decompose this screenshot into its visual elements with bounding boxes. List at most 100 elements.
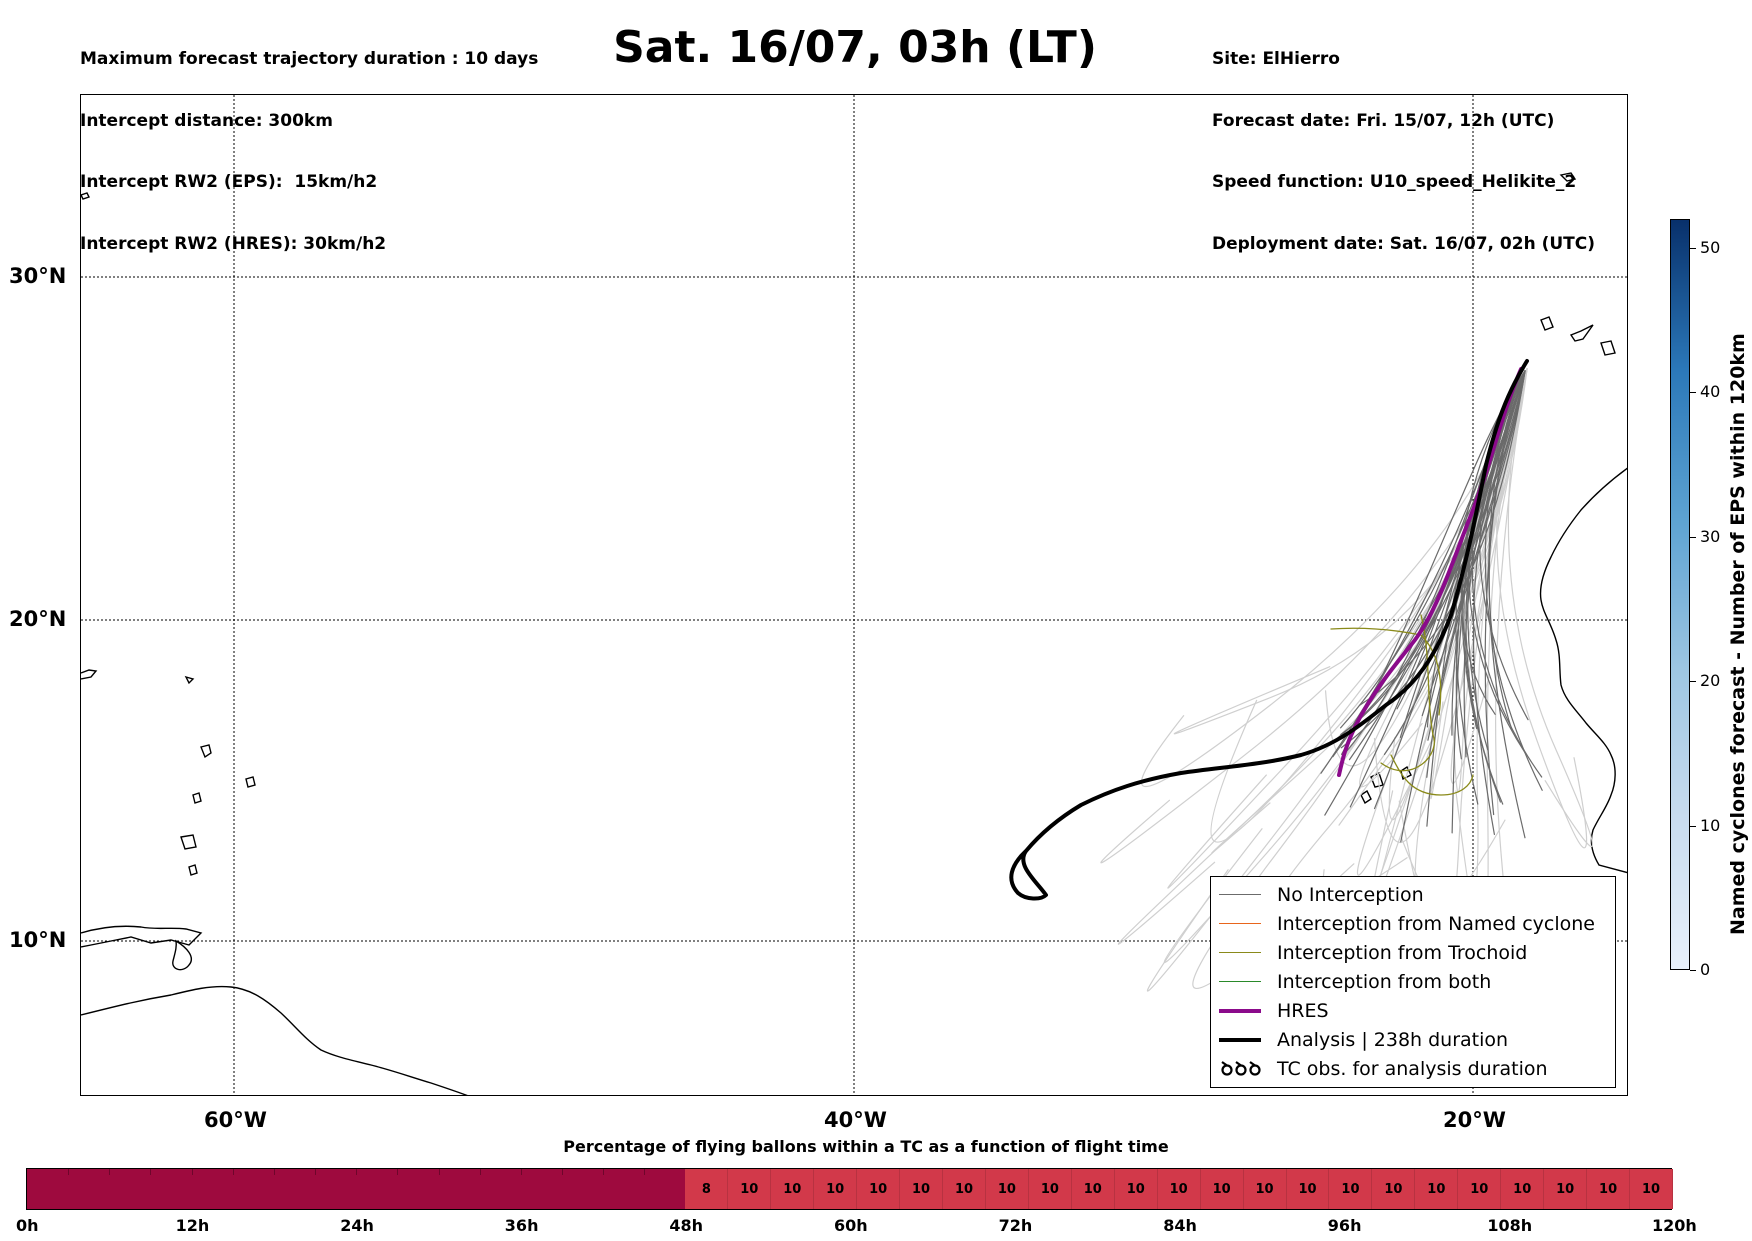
legend-label: Interception from Trochoid bbox=[1277, 941, 1528, 964]
lon-label-40w: 40°W bbox=[824, 1108, 887, 1132]
timeline-tick-label: 120h bbox=[1652, 1216, 1697, 1235]
island bbox=[180, 834, 197, 850]
timeline-hatch bbox=[109, 1169, 111, 1175]
timeline-segment: 10 bbox=[1329, 1169, 1373, 1209]
timeline-tick-label: 72h bbox=[998, 1216, 1033, 1235]
cape-verde bbox=[1370, 772, 1384, 788]
eps-track bbox=[1488, 370, 1526, 731]
island bbox=[81, 669, 98, 680]
timeline-segment: 10 bbox=[1200, 1169, 1244, 1209]
colorbar-tick-label: 20 bbox=[1700, 671, 1721, 691]
timeline-segment: 10 bbox=[771, 1169, 815, 1209]
island bbox=[81, 192, 90, 200]
lat-label-30n: 30°N bbox=[9, 264, 67, 288]
timeline-segment: 10 bbox=[857, 1169, 901, 1209]
timeline-tick-label: 12h bbox=[175, 1216, 210, 1235]
colorbar bbox=[1670, 219, 1690, 970]
info-line: Deployment date: Sat. 16/07, 02h (UTC) bbox=[1212, 233, 1596, 254]
timeline-hatch bbox=[315, 1169, 317, 1175]
timeline-segment: 10 bbox=[1458, 1169, 1502, 1209]
timeline-segment: 10 bbox=[1415, 1169, 1459, 1209]
timeline-hatch bbox=[68, 1169, 70, 1175]
coastlines bbox=[81, 172, 1627, 1095]
timeline-hatch bbox=[644, 1169, 646, 1175]
legend-line-icon bbox=[1219, 943, 1265, 963]
colorbar-tick-label: 50 bbox=[1700, 237, 1721, 257]
map-legend: No Interception Interception from Named … bbox=[1210, 876, 1616, 1088]
colorbar-tick bbox=[1690, 247, 1696, 249]
timeline-segment: 10 bbox=[1028, 1169, 1072, 1209]
eps-track-light bbox=[1211, 368, 1528, 854]
colorbar-tick bbox=[1690, 970, 1696, 971]
colorbar-tick-label: 0 bbox=[1700, 960, 1711, 979]
legend-label: HRES bbox=[1277, 999, 1329, 1022]
canary-island bbox=[1569, 324, 1594, 342]
info-line: Speed function: U10_speed_Helikite_2 bbox=[1212, 172, 1577, 192]
legend-line-icon bbox=[1219, 885, 1265, 905]
legend-line-icon bbox=[1219, 972, 1265, 992]
legend-item-trochoid: Interception from Trochoid bbox=[1219, 938, 1527, 967]
timeline-hatch bbox=[150, 1169, 152, 1175]
legend-item-tc-obs: TC obs. for analysis duration bbox=[1219, 1054, 1548, 1083]
legend-label: Analysis | 238h duration bbox=[1277, 1028, 1509, 1051]
colorbar-tick-label: 10 bbox=[1700, 815, 1721, 835]
colorbar-tick bbox=[1690, 825, 1696, 827]
island bbox=[184, 675, 195, 685]
info-line: Intercept RW2 (EPS): 15km/h2 bbox=[80, 172, 378, 192]
timeline-tick-label: 36h bbox=[504, 1216, 539, 1235]
eps-track bbox=[1358, 370, 1526, 707]
eps-track-light bbox=[1338, 368, 1528, 826]
madeira bbox=[1559, 172, 1577, 182]
timeline-segment: 10 bbox=[1544, 1169, 1588, 1209]
timeline-segment: 8 bbox=[685, 1169, 729, 1209]
venezuela-coast bbox=[81, 925, 203, 948]
colorbar-tick bbox=[1690, 536, 1696, 538]
timeline-hatch bbox=[520, 1169, 522, 1175]
island bbox=[188, 864, 198, 876]
timeline-tick-label: 0h bbox=[16, 1216, 39, 1235]
timeline-hatch bbox=[397, 1169, 399, 1175]
info-left: Maximum forecast trajectory duration : 1… bbox=[80, 8, 538, 275]
eps-track bbox=[1426, 370, 1526, 778]
colorbar-title: Named cyclones forecast - Number of EPS … bbox=[1727, 333, 1749, 935]
africa-coast bbox=[1539, 467, 1627, 874]
south-america-coast bbox=[81, 985, 468, 1095]
legend-item-named-cyclone: Interception from Named cyclone bbox=[1219, 909, 1595, 938]
legend-line-icon bbox=[1219, 1030, 1265, 1050]
timeline-segment: 10 bbox=[1286, 1169, 1330, 1209]
timeline-hatch bbox=[191, 1169, 193, 1175]
legend-label: Interception from Named cyclone bbox=[1277, 912, 1595, 935]
timeline-title: Percentage of flying ballons within a TC… bbox=[563, 1137, 1169, 1156]
lat-label-20n: 20°N bbox=[9, 607, 67, 631]
timeline-bar: 8 10 10 10 10 10 10 10 10 10 10 10 10 10 10 10 10 10 10 10 1… bbox=[26, 1168, 1673, 1210]
legend-item-hres: HRES bbox=[1219, 996, 1329, 1025]
timeline-tick-label: 108h bbox=[1487, 1216, 1533, 1235]
info-line: Site: ElHierro bbox=[1212, 49, 1340, 69]
timeline-segment: 10 bbox=[1372, 1169, 1416, 1209]
map-panel[interactable] bbox=[80, 94, 1628, 1096]
timeline-segment: 10 bbox=[728, 1169, 772, 1209]
timeline-tick-label: 84h bbox=[1163, 1216, 1197, 1235]
timeline-tick-label: 48h bbox=[669, 1216, 704, 1235]
timeline-segment: 10 bbox=[985, 1169, 1029, 1209]
canary-island bbox=[1600, 340, 1616, 356]
eps-track bbox=[1400, 370, 1526, 843]
island bbox=[200, 744, 212, 759]
timeline-segment: 10 bbox=[1157, 1169, 1201, 1209]
legend-label: TC obs. for analysis duration bbox=[1277, 1057, 1548, 1080]
timeline-segment: 10 bbox=[943, 1169, 986, 1209]
colorbar-tick-label: 40 bbox=[1700, 382, 1721, 402]
timeline-segment: 10 bbox=[1114, 1169, 1158, 1209]
trochoid-track bbox=[1390, 754, 1474, 796]
map-canvas[interactable] bbox=[81, 95, 1628, 1096]
trinidad bbox=[172, 939, 193, 971]
info-line: Intercept RW2 (HRES): 30km/h2 bbox=[80, 233, 387, 254]
analysis-track bbox=[1009, 359, 1529, 901]
timeline-hatch bbox=[273, 1169, 275, 1175]
timeline-segment: 10 bbox=[1243, 1169, 1287, 1209]
timeline-hatch bbox=[232, 1169, 234, 1175]
info-right: Site: ElHierro Forecast date: Fri. 15/07… bbox=[1212, 8, 1595, 275]
info-line: Intercept distance: 300km bbox=[80, 110, 333, 131]
eps-track-light bbox=[1507, 368, 1593, 847]
timeline-hatch bbox=[356, 1169, 358, 1175]
